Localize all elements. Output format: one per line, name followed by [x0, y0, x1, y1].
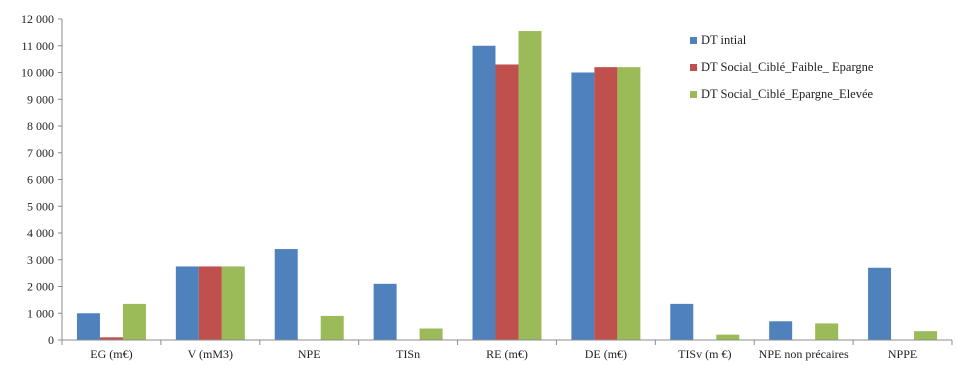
y-tick-label: 10 000: [21, 66, 54, 80]
bar: [868, 267, 892, 340]
legend-swatch: [690, 91, 697, 98]
y-tick-label: 4 000: [27, 226, 54, 240]
y-tick-label: 11 000: [21, 39, 54, 53]
bar: [221, 266, 245, 340]
x-tick-label: DE (m€): [585, 347, 627, 361]
bar: [594, 67, 618, 341]
x-tick-label: V (mM3): [188, 347, 233, 361]
y-tick-label: 0: [48, 333, 54, 347]
legend-label: DT intial: [701, 33, 747, 47]
bar: [617, 67, 641, 341]
bar: [472, 45, 496, 340]
y-tick-label: 6 000: [27, 173, 54, 187]
x-tick-label: RE (m€): [486, 347, 528, 361]
bar: [815, 323, 839, 340]
legend-label: DT Social_Ciblé_Faible_ Epargne: [701, 60, 874, 74]
x-tick-label: NPE: [298, 347, 321, 361]
bar: [769, 321, 793, 340]
y-tick-label: 3 000: [27, 253, 54, 267]
bar: [495, 64, 519, 340]
bar: [914, 331, 938, 340]
y-tick-label: 1 000: [27, 306, 54, 320]
bar: [518, 31, 542, 340]
x-axis: EG (m€) V (mM3) NPE TISn RE (m€) DE (m€) TISv …: [61, 339, 953, 361]
y-axis: 0 1 000 2 000 3 000 4 000 5 000 6 000 7 000 8 00…: [21, 12, 63, 347]
y-tick-label: 2 000: [27, 280, 54, 294]
bar: [198, 266, 222, 340]
bar: [320, 315, 344, 340]
legend-swatch: [690, 37, 697, 44]
legend-label: DT Social_Ciblé_Epargne_Elevée: [701, 87, 874, 101]
bar: [373, 283, 397, 340]
y-tick-label: 8 000: [27, 119, 54, 133]
y-tick-label: 12 000: [21, 12, 54, 26]
x-tick-label: NPE non précaires: [759, 347, 849, 361]
bar: [419, 328, 443, 340]
legend: DT intial DT Social_Ciblé_Faible_ Epargne…: [690, 33, 874, 101]
bar: [716, 334, 740, 340]
bar: [122, 303, 146, 340]
y-tick-label: 9 000: [27, 92, 54, 106]
x-tick-label: NPPE: [888, 347, 917, 361]
x-tick-label: TISn: [396, 347, 420, 361]
bar: [571, 72, 595, 340]
x-tick-label: TISv (m €): [678, 347, 731, 361]
bar: [175, 266, 199, 340]
legend-swatch: [690, 64, 697, 71]
bar: [99, 337, 123, 340]
y-tick-label: 5 000: [27, 199, 54, 213]
bar: [274, 249, 298, 340]
y-tick-label: 7 000: [27, 146, 54, 160]
x-tick-label: EG (m€): [90, 347, 132, 361]
bar: [670, 303, 694, 340]
bar: [76, 313, 100, 340]
bars: [76, 31, 938, 341]
